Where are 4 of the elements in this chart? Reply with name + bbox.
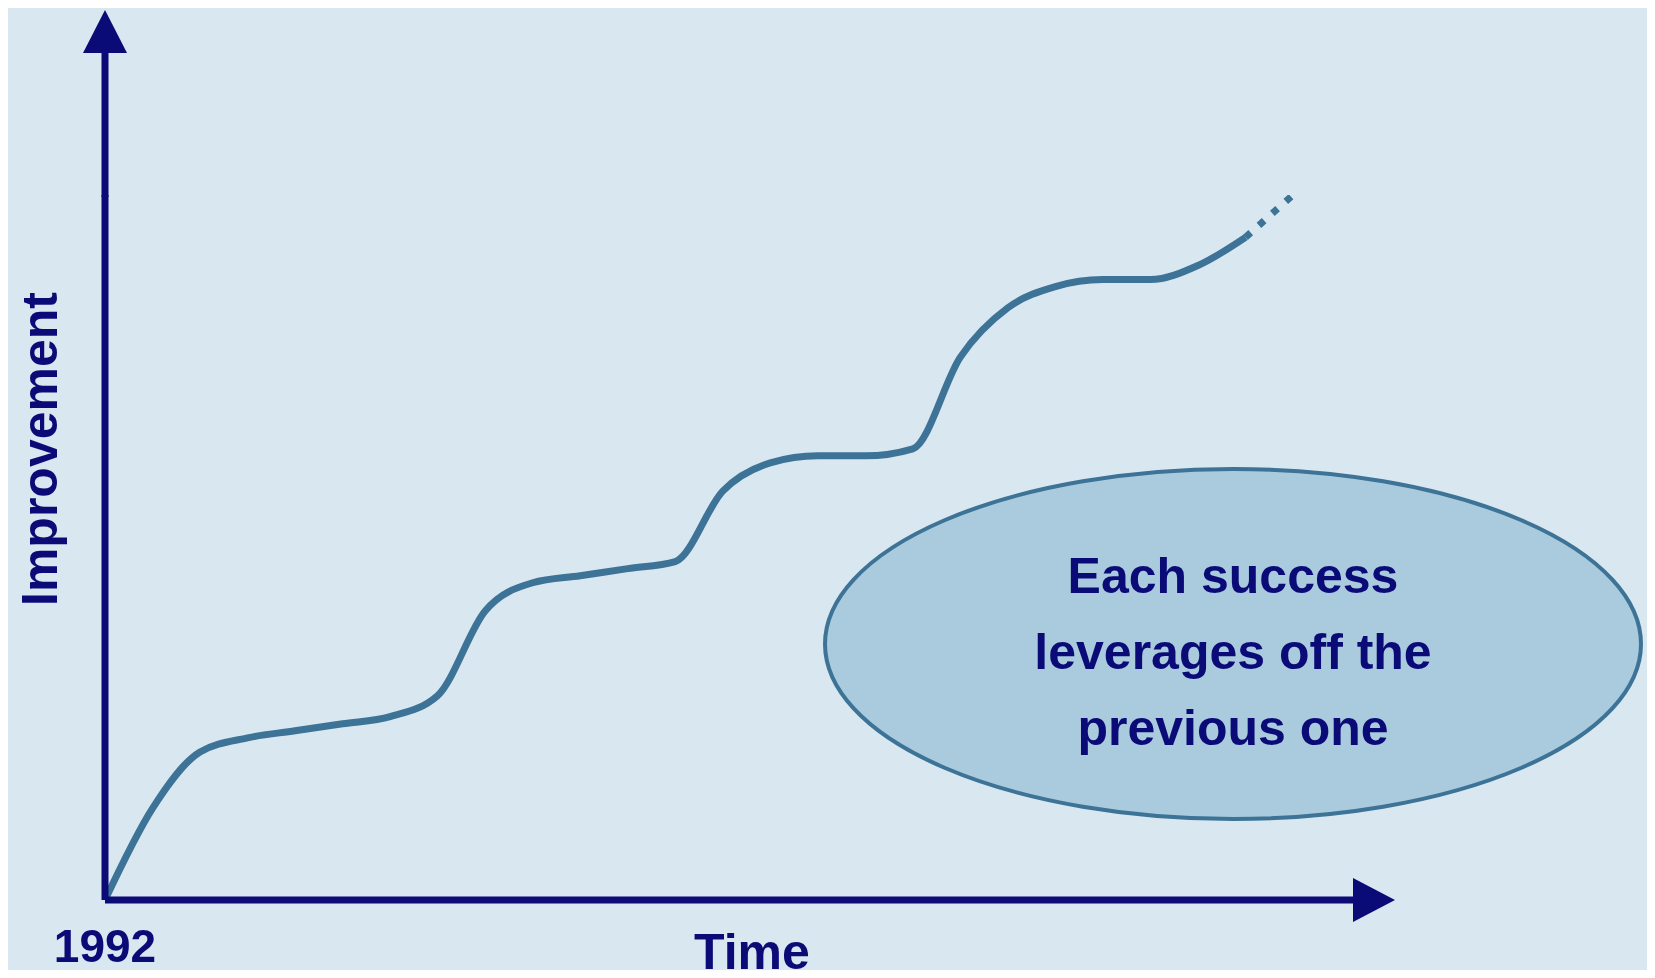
- x-axis-title: Time: [693, 924, 811, 978]
- annotation: Each success leverages off the previous one: [1033, 547, 1433, 758]
- y-axis-title: Improvement: [11, 291, 69, 608]
- text: 1992: [52, 920, 158, 972]
